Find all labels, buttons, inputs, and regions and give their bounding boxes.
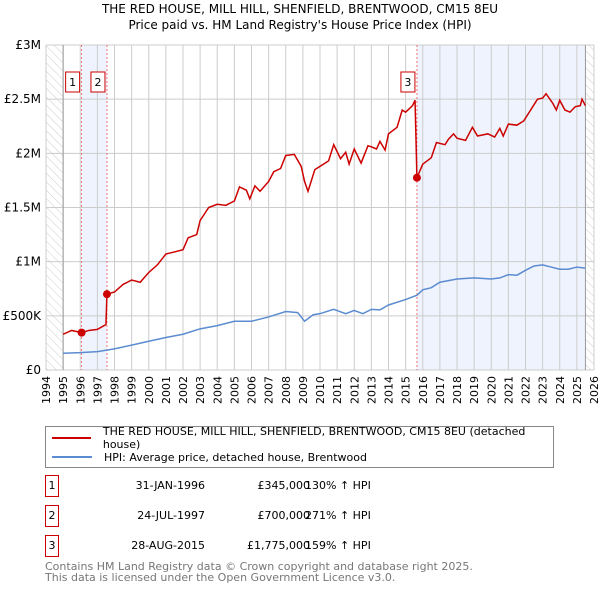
sale-row: 1 31-JAN-1996 £345,000 130% ↑ HPI <box>45 475 445 497</box>
x-tick-label: 2004 <box>211 376 224 404</box>
sale-marker-box <box>65 71 81 93</box>
sale-hpi: 159% ↑ HPI <box>305 539 371 552</box>
sale-price: £700,000 <box>257 509 311 522</box>
x-tick-label: 2024 <box>554 376 567 404</box>
legend-swatch-blue <box>52 456 92 458</box>
y-tick-label: £1M <box>15 255 41 269</box>
x-tick-label: 2015 <box>400 376 413 404</box>
sale-hpi: 130% ↑ HPI <box>305 479 371 492</box>
sale-marker-box <box>400 71 416 93</box>
x-tick-label: 2003 <box>194 376 207 404</box>
footer-licence: This data is licensed under the Open Gov… <box>45 571 396 584</box>
x-tick-label: 2013 <box>365 376 378 404</box>
y-tick-label: £1.5M <box>4 201 41 215</box>
sale-marker-label: 2 <box>45 505 59 527</box>
x-tick-label: 2017 <box>434 376 447 404</box>
sale-marker-label: 2 <box>94 76 101 89</box>
sale-marker-label: 3 <box>404 76 411 89</box>
sale-marker-label: 1 <box>69 76 76 89</box>
x-tick-label: 2010 <box>314 376 327 404</box>
sale-date: 28-AUG-2015 <box>131 539 205 552</box>
sale-date: 24-JUL-1997 <box>137 509 205 522</box>
x-tick-label: 2009 <box>297 376 310 404</box>
x-tick-label: 2006 <box>246 376 259 404</box>
x-tick-label: 2023 <box>537 376 550 404</box>
chart-title: THE RED HOUSE, MILL HILL, SHENFIELD, BRE… <box>101 2 499 16</box>
sale-price: £1,775,000 <box>247 539 310 552</box>
sale-point <box>77 328 86 337</box>
sale-hpi: 271% ↑ HPI <box>305 509 371 522</box>
hpi-line <box>63 264 586 354</box>
sale-row: 2 24-JUL-1997 £700,000 271% ↑ HPI <box>45 505 445 527</box>
legend: THE RED HOUSE, MILL HILL, SHENFIELD, BRE… <box>45 425 554 468</box>
x-tick-label: 1999 <box>126 376 139 404</box>
legend-item-hpi: HPI: Average price, detached house, Bren… <box>52 448 367 466</box>
sale-date: 31-JAN-1996 <box>135 479 205 492</box>
x-tick-label: 2008 <box>280 376 293 404</box>
x-tick-label: 2012 <box>348 376 361 404</box>
x-tick-label: 2007 <box>263 376 276 404</box>
y-tick-label: £2.5M <box>4 92 41 106</box>
y-tick-label: £2M <box>15 146 41 160</box>
y-tick-label: £500K <box>3 309 43 323</box>
x-tick-label: 2025 <box>571 376 584 404</box>
legend-swatch-red <box>52 437 91 439</box>
x-tick-label: 2005 <box>228 376 241 404</box>
x-tick-label: 1997 <box>91 376 104 404</box>
footer-copyright: Contains HM Land Registry data © Crown c… <box>45 560 473 573</box>
legend-label: THE RED HOUSE, MILL HILL, SHENFIELD, BRE… <box>102 425 526 451</box>
sale-marker-label: 1 <box>45 475 59 497</box>
x-tick-label: 1995 <box>57 376 70 404</box>
x-tick-label: 2022 <box>520 376 533 404</box>
x-tick-label: 2002 <box>177 376 190 404</box>
sale-point <box>412 173 421 182</box>
x-tick-label: 2000 <box>143 376 156 404</box>
x-tick-label: 2026 <box>588 376 600 404</box>
x-tick-label: 2018 <box>451 376 464 404</box>
property-price-line <box>62 92 587 335</box>
x-tick-label: 2014 <box>383 376 396 404</box>
legend-item-property: THE RED HOUSE, MILL HILL, SHENFIELD, BRE… <box>52 425 553 451</box>
y-tick-label: £3M <box>15 38 41 52</box>
y-tick-label: £0 <box>26 363 41 377</box>
sale-price: £345,000 <box>257 479 311 492</box>
sale-point <box>102 290 111 299</box>
x-tick-label: 1994 <box>40 376 53 404</box>
x-tick-label: 2019 <box>468 376 481 404</box>
x-tick-label: 2011 <box>331 376 344 404</box>
sale-row: 3 28-AUG-2015 £1,775,000 159% ↑ HPI <box>45 535 445 557</box>
legend-label: HPI: Average price, detached house, Bren… <box>104 450 367 464</box>
price-chart: 1994 1995 1996 1997 1998 1999 2000 2001 2002 2003… <box>3 38 600 404</box>
x-tick-label: 2001 <box>160 376 173 404</box>
sale-marker-box <box>90 71 106 93</box>
x-tick-label: 1996 <box>74 376 87 404</box>
chart-subtitle: Price paid vs. HM Land Registry's House … <box>128 18 472 32</box>
x-tick-label: 2021 <box>502 376 515 404</box>
x-tick-label: 1998 <box>109 376 122 404</box>
sale-marker-label: 3 <box>45 535 59 557</box>
x-tick-label: 2020 <box>485 376 498 404</box>
x-tick-label: 2016 <box>417 376 430 404</box>
